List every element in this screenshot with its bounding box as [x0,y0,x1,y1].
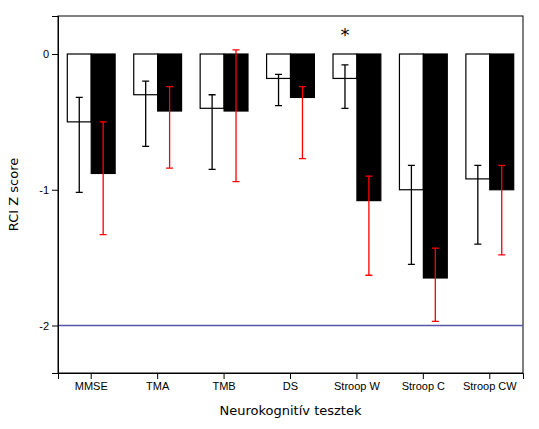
y-tick-mark [52,190,58,191]
x-axis-title: Neurokognitív tesztek [220,403,362,418]
error-bar [166,87,173,168]
y-axis-title: RCI Z score [6,158,21,231]
x-axis: MMSE TMA TMB DS Stroop W Stroop C Stroop CW [59,373,524,392]
error-bar [365,176,372,275]
x-tick: TMB [212,373,235,392]
bar [466,54,490,179]
x-tick-mark [489,373,490,379]
series [91,50,513,321]
chart: 0 -1 -2 MMSE TMA TMB DS Stroop W Stroop C Stroop … [0,0,539,429]
x-tick-mark [91,373,92,379]
y-tick: -2 [39,320,58,332]
reference-line [58,325,523,327]
error-bar [341,65,348,108]
marks [58,50,523,326]
x-tick: DS [283,373,298,392]
y-axis-line [52,17,59,374]
error-bar [299,87,306,159]
x-tick: Stroop CW [463,373,517,392]
y-tick-mark [52,54,58,55]
error-bar [76,97,83,192]
error-bar [275,74,282,105]
y-axis: 0 -1 -2 [39,17,58,374]
error-bar [209,95,216,170]
x-tick-mark [356,373,357,379]
y-tick: -1 [39,184,58,196]
bar [423,54,447,278]
x-tick-label: Stroop W [334,380,380,392]
x-tick: TMA [146,373,170,392]
x-tick-label: Stroop C [402,380,445,392]
y-tick-label: -2 [39,320,49,332]
x-tick-label: MMSE [75,380,108,392]
error-bar [142,81,149,146]
x-tick-mark [290,373,291,379]
y-tick-label: 0 [43,48,49,60]
y-tick-mark [52,325,58,326]
x-tick-mark [157,373,158,379]
x-axis-line [59,374,524,380]
x-tick-label: DS [283,380,298,392]
x-tick-label: TMB [212,380,235,392]
x-tick: MMSE [75,373,108,392]
error-bar [100,122,107,235]
x-tick-label: TMA [146,380,170,392]
y-tick-label: -1 [39,184,49,196]
x-tick: Stroop W [334,373,380,392]
x-tick-mark [423,373,424,379]
plot-frame [58,16,523,373]
error-bar [498,165,505,255]
error-bar [432,248,439,321]
x-tick-label: Stroop CW [463,380,517,392]
error-bar [408,165,415,264]
plot: 0 -1 -2 MMSE TMA TMB DS Stroop W Stroop C Stroop … [39,16,523,392]
x-tick-mark [224,373,225,379]
y-tick: 0 [43,48,58,60]
annotation: * [340,24,349,45]
x-tick: Stroop C [402,373,445,392]
error-bar [474,165,481,244]
error-bar [233,50,240,182]
